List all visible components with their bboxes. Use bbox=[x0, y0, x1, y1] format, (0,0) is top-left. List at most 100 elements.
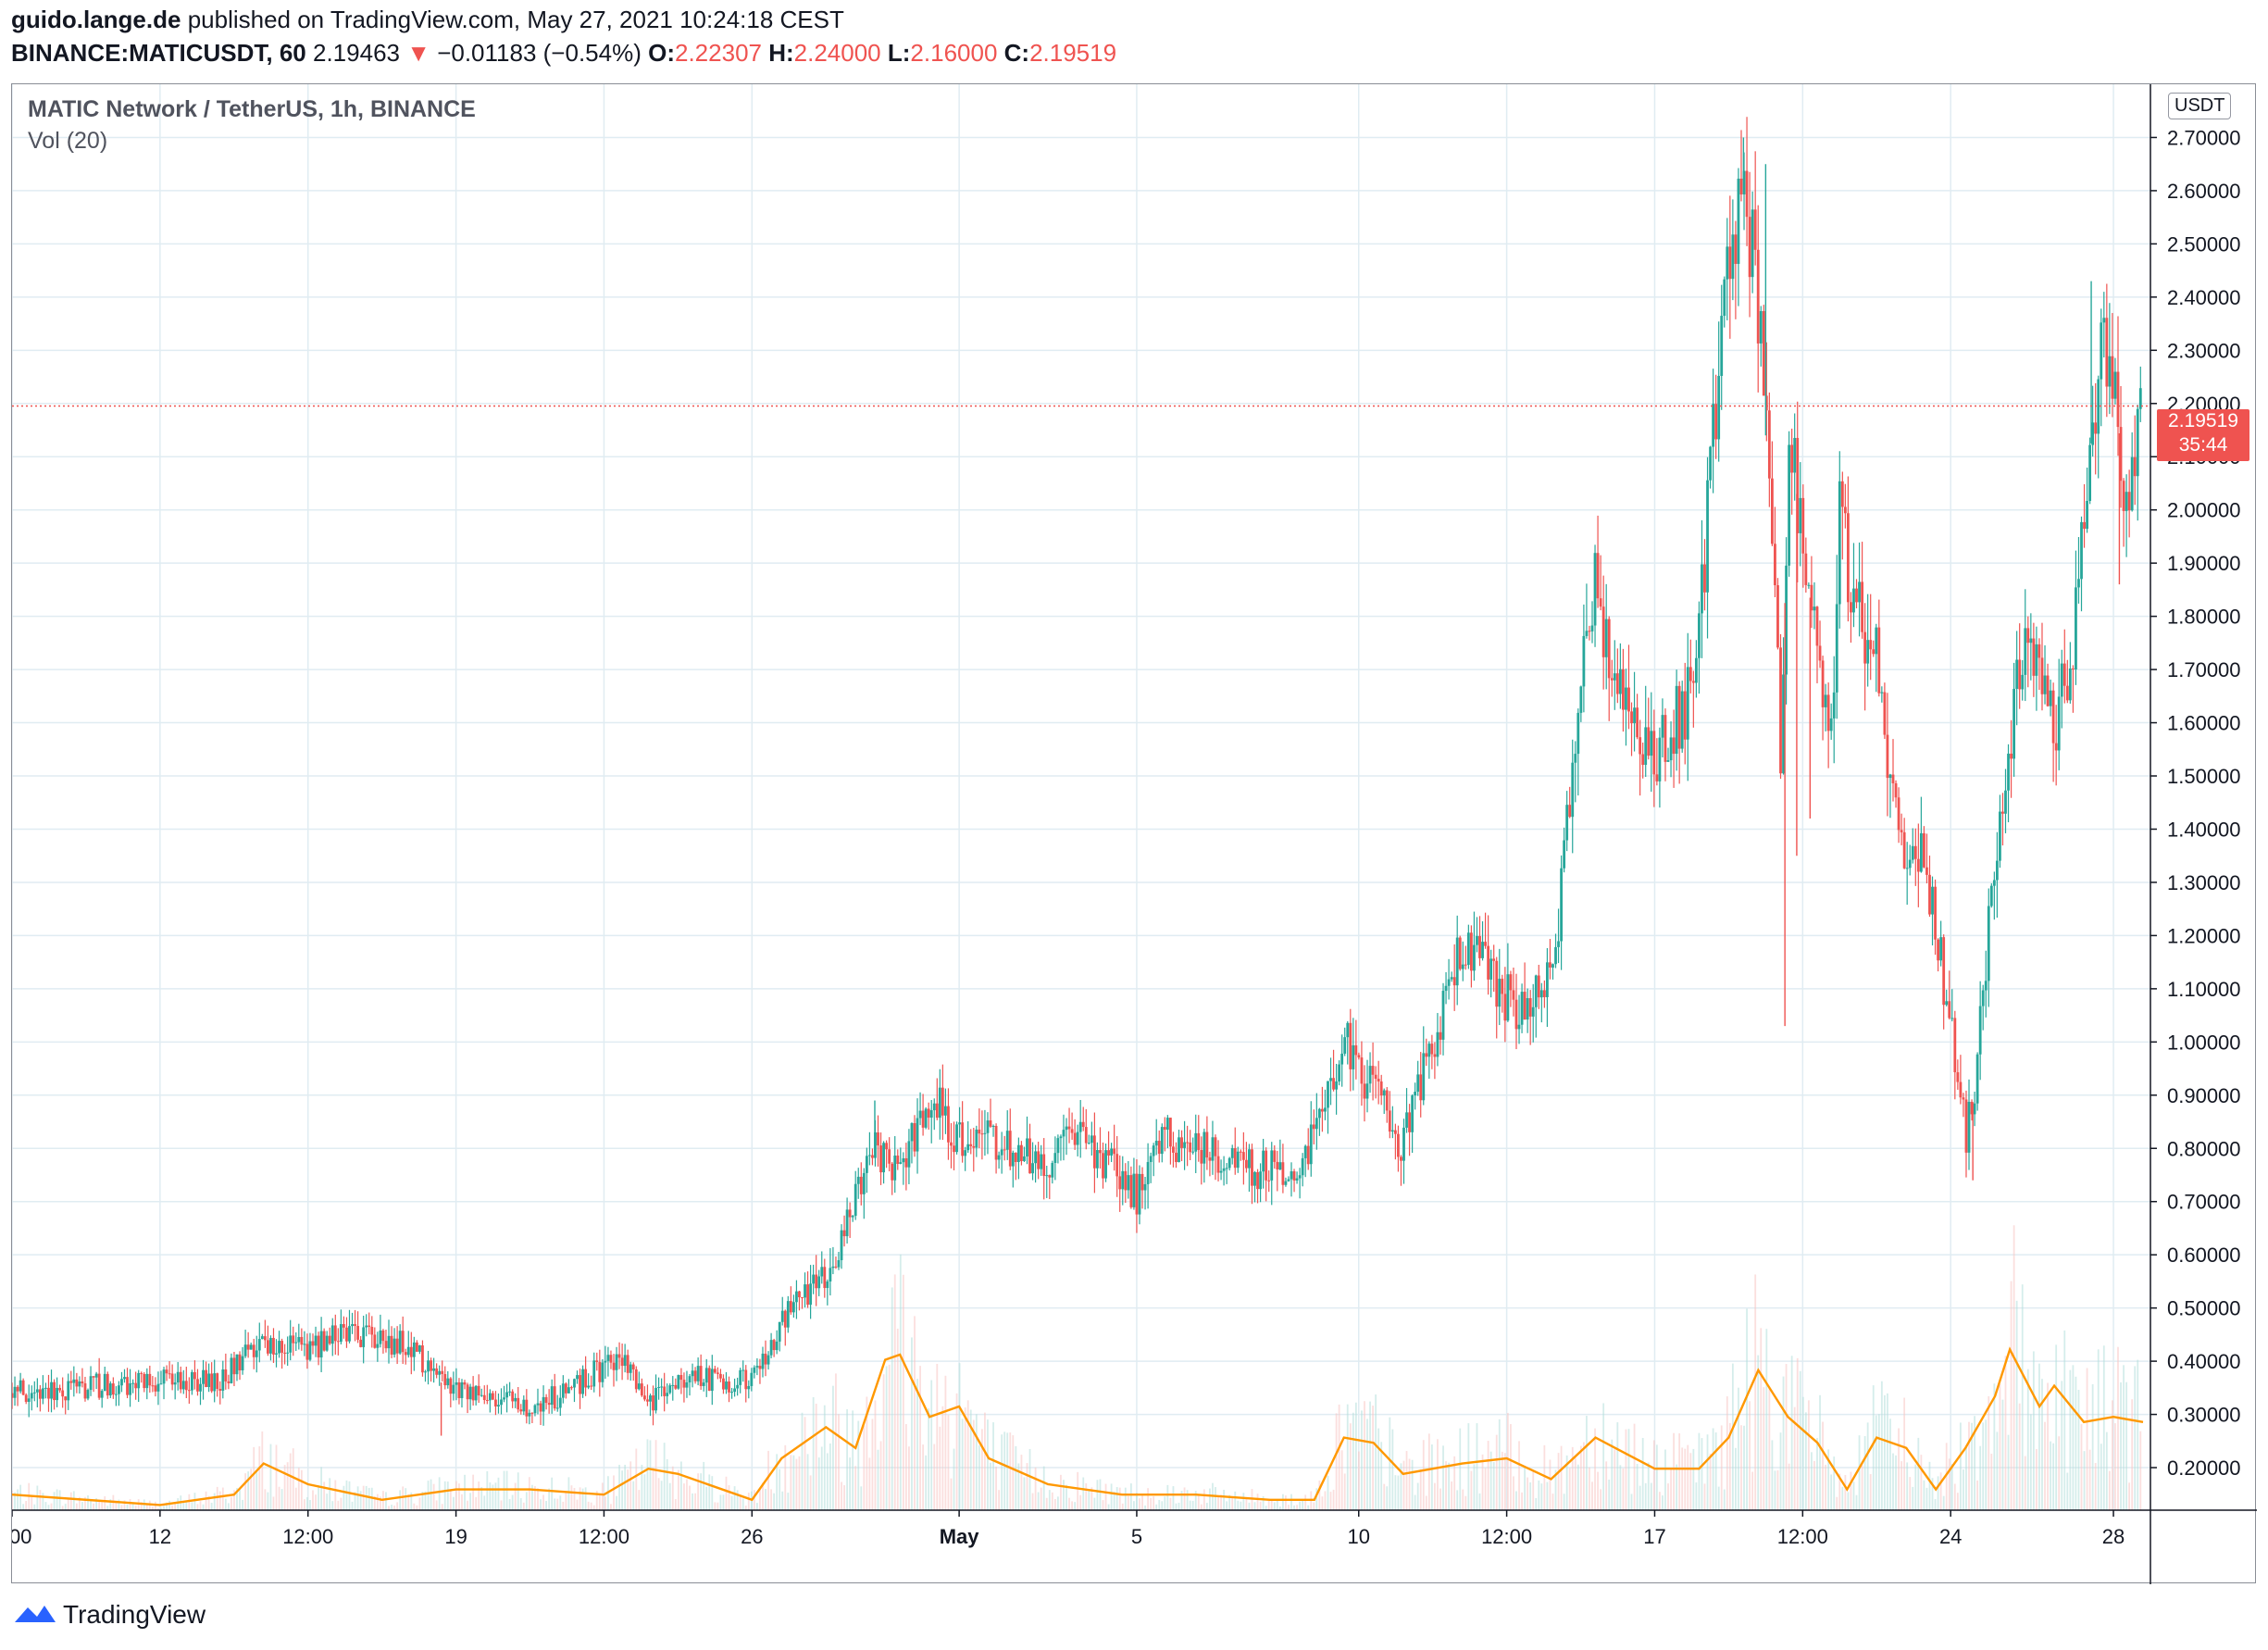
candle-body bbox=[1701, 564, 1703, 614]
candle-body bbox=[1641, 754, 1645, 766]
chart-panel[interactable]: 0.20000 0.30000 0.40000 0.50000 0.60000 0.700… bbox=[11, 83, 2257, 1584]
candle-body bbox=[2060, 663, 2063, 697]
candle-body bbox=[398, 1331, 402, 1354]
volume-bar bbox=[1191, 1500, 1194, 1510]
volume-bar bbox=[1071, 1501, 1073, 1510]
high-label: H: bbox=[768, 39, 794, 67]
volume-bar bbox=[323, 1481, 326, 1510]
volume-bar bbox=[1883, 1394, 1886, 1510]
volume-bar bbox=[1383, 1483, 1386, 1510]
volume-bar bbox=[1658, 1492, 1661, 1510]
candle-body bbox=[859, 1176, 863, 1194]
candle-body bbox=[2021, 674, 2025, 690]
unit-selector[interactable]: USDT bbox=[2168, 93, 2232, 119]
candle-body bbox=[646, 1399, 649, 1402]
candle-body bbox=[2024, 628, 2027, 675]
time-tick-label: 12:00 bbox=[1777, 1525, 1828, 1548]
candle-body bbox=[1604, 619, 1608, 657]
candle-body bbox=[1492, 958, 1496, 961]
volume-bar bbox=[1352, 1412, 1354, 1510]
candle-body bbox=[1703, 564, 1706, 593]
volume-bar bbox=[231, 1496, 232, 1510]
candle-body bbox=[294, 1342, 298, 1344]
candle-body bbox=[1189, 1142, 1192, 1153]
volume-bar bbox=[1501, 1451, 1503, 1510]
candle-body bbox=[1422, 1053, 1426, 1101]
candle-body bbox=[275, 1353, 278, 1355]
volume-bar bbox=[621, 1470, 624, 1510]
volume-bar bbox=[1082, 1477, 1085, 1510]
candle-body bbox=[997, 1155, 1001, 1160]
price-tick-label: 1.60000 bbox=[2167, 712, 2241, 735]
candle-body bbox=[1923, 832, 1925, 868]
volume-bar bbox=[953, 1448, 955, 1510]
candle-body bbox=[2136, 408, 2139, 477]
volume-bar bbox=[1377, 1428, 1380, 1510]
volume-bar bbox=[244, 1473, 247, 1510]
candle-body bbox=[181, 1381, 185, 1390]
volume-bar bbox=[67, 1499, 69, 1510]
volume-bar bbox=[531, 1484, 533, 1510]
volume-bar bbox=[879, 1441, 882, 1510]
candle-body bbox=[1051, 1162, 1054, 1178]
candle-body bbox=[1992, 880, 1996, 886]
candle-body bbox=[1411, 1095, 1414, 1132]
volume-bar bbox=[1627, 1429, 1630, 1510]
volume-bar bbox=[396, 1502, 399, 1510]
volume-bar bbox=[348, 1481, 351, 1510]
volume-bar bbox=[402, 1486, 405, 1510]
volume-bar bbox=[1031, 1493, 1034, 1510]
volume-bar bbox=[1909, 1477, 1912, 1510]
volume-bar bbox=[193, 1493, 196, 1510]
candle-body bbox=[1818, 645, 1822, 661]
volume-bars bbox=[12, 1225, 2142, 1510]
candle-body bbox=[1563, 840, 1566, 869]
volume-bar bbox=[354, 1492, 356, 1510]
volume-bar bbox=[776, 1454, 779, 1510]
candle-body bbox=[980, 1133, 984, 1135]
volume-bar bbox=[239, 1488, 241, 1510]
volume-bar bbox=[1327, 1475, 1329, 1510]
candle-body bbox=[1324, 1107, 1327, 1112]
volume-bar bbox=[14, 1492, 16, 1510]
volume-bar bbox=[1445, 1461, 1447, 1510]
volume-bar bbox=[1340, 1450, 1343, 1510]
price-tick-label: 2.00000 bbox=[2167, 499, 2241, 522]
candle-body bbox=[430, 1360, 432, 1371]
candle-body bbox=[151, 1385, 155, 1387]
candle-body bbox=[1691, 681, 1695, 683]
candle-body bbox=[1200, 1149, 1203, 1164]
candle-body bbox=[370, 1326, 374, 1335]
candle-body bbox=[1251, 1149, 1253, 1186]
volume-bar bbox=[801, 1412, 804, 1510]
volume-bar bbox=[2055, 1344, 2058, 1510]
footer-brand[interactable]: TradingView bbox=[13, 1600, 206, 1632]
price-tick-label: 1.80000 bbox=[2167, 606, 2241, 629]
volume-bar bbox=[725, 1476, 728, 1510]
candle-body bbox=[1928, 874, 1931, 915]
candle-body bbox=[86, 1390, 90, 1399]
volume-bar bbox=[416, 1505, 418, 1510]
candle-body bbox=[865, 1156, 868, 1173]
candle-body bbox=[519, 1409, 523, 1412]
volume-bar bbox=[1720, 1425, 1723, 1510]
candle-body bbox=[1815, 606, 1819, 646]
candle-body bbox=[1579, 686, 1583, 713]
candle-body bbox=[1436, 1031, 1439, 1057]
candle-body bbox=[1835, 604, 1838, 693]
volume-bar bbox=[964, 1407, 966, 1510]
volume-bar bbox=[185, 1502, 188, 1510]
candle-body bbox=[702, 1382, 705, 1386]
candle-body bbox=[140, 1372, 143, 1374]
volume-bar bbox=[1723, 1489, 1726, 1510]
volume-bar bbox=[1988, 1396, 1990, 1510]
chart-svg[interactable]: 0.200000.300000.400000.500000.600000.700… bbox=[12, 84, 2257, 1584]
candle-body bbox=[1382, 1090, 1386, 1096]
candle-body bbox=[660, 1386, 664, 1388]
volume-bar bbox=[1253, 1502, 1256, 1510]
volume-bar bbox=[1489, 1451, 1492, 1510]
volume-bar bbox=[1459, 1428, 1462, 1510]
candle-body bbox=[831, 1266, 835, 1269]
candle-body bbox=[2026, 628, 2030, 644]
candle-body bbox=[1813, 606, 1816, 611]
